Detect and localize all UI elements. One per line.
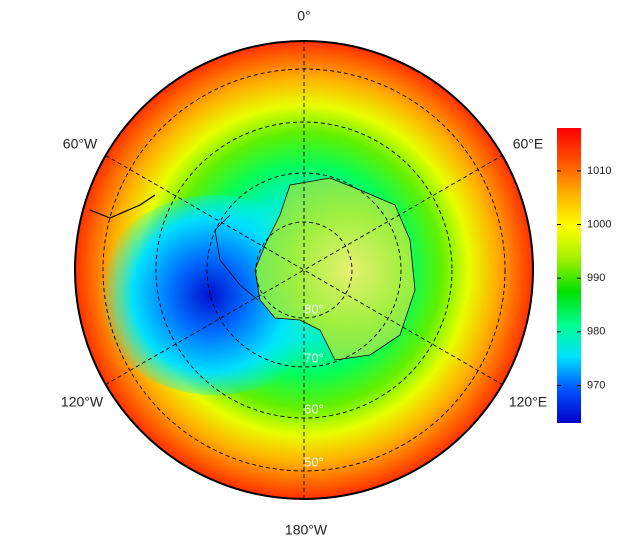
colorbar-label: 1010 [587,165,611,177]
meridian [105,155,503,385]
lat-label: 50° [304,454,324,469]
parallel [155,121,453,419]
graticule [102,41,506,499]
parallel [255,221,353,319]
colorbar-label: 1000 [587,218,611,230]
colorbar [557,128,581,423]
lon-label: 180°W [285,522,328,538]
lon-label: 120°E [509,394,547,410]
parallel [102,68,506,472]
lat-label: 80° [304,301,324,316]
colorbar-label: 970 [587,379,605,391]
lat-label: 70° [304,350,324,365]
lon-label: 0° [297,8,310,24]
lon-label: 60°E [513,136,544,152]
parallel [206,172,402,368]
pressure-field [75,41,533,499]
lat-label: 60° [304,401,324,416]
colorbar-label: 980 [587,326,605,338]
colorbar-label: 990 [587,272,605,284]
lon-label: 120°W [61,394,104,410]
map-border [74,40,534,500]
lon-label: 60°W [63,136,98,152]
meridian [105,155,503,385]
